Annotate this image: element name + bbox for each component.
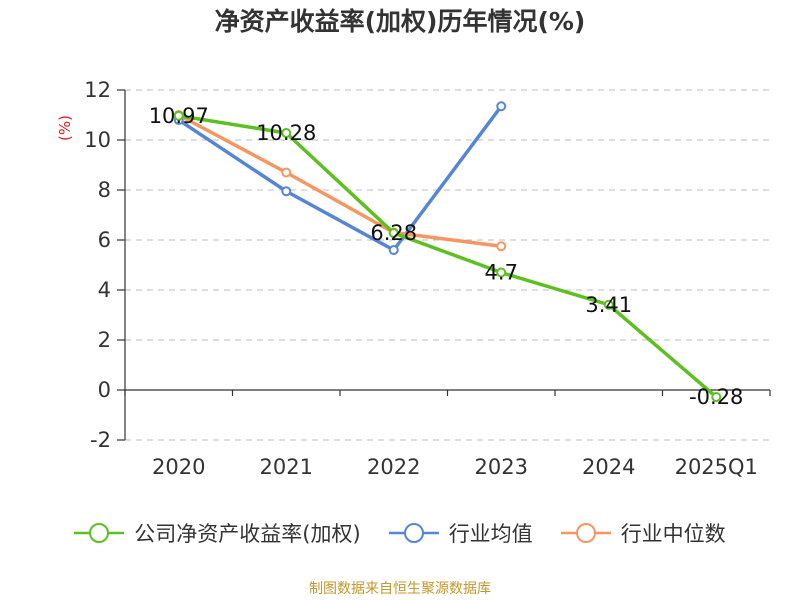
legend-label: 公司净资产收益率(加权) [134,522,361,546]
data-point [281,128,292,138]
y-tick-label: 10 [84,128,111,152]
x-tick-label: 2022 [367,455,420,479]
y-tick-label: 8 [98,178,111,202]
grid-lines [125,89,770,441]
legend-label: 行业中位数 [620,522,726,546]
legend-swatch-marker [575,523,596,543]
x-tick-labels: 2020 2021 2022 2023 2024 2025Q1 [152,455,758,479]
series-line [178,114,718,399]
data-label: -0.28 [689,385,743,409]
series-lines [173,101,722,402]
data-point [388,228,399,238]
data-label: 3.41 [585,293,632,317]
data-point [281,167,292,178]
y-tick-labels: -2 0 2 4 6 8 10 12 [84,78,111,452]
y-tick-label: 4 [98,278,111,302]
legend-item: 行业中位数 [560,518,726,548]
x-tick-label: 2025Q1 [675,455,758,479]
data-label: 4.7 [485,261,518,285]
data-point [281,186,292,197]
data-point [388,245,399,255]
axes [117,89,771,441]
y-tick-label: 6 [98,228,111,252]
x-tick-label: 2020 [152,455,205,479]
legend-item: 行业均值 [388,518,533,548]
series-line [177,113,502,248]
y-tick-label: -2 [90,428,111,452]
data-labels: 10.97 10.28 6.28 4.7 3.41 -0.28 [149,104,744,409]
y-tick-label: 2 [98,328,111,352]
x-tick-label: 2024 [582,455,635,479]
x-tick-label: 2021 [260,455,313,479]
chart-title: 净资产收益率(加权)历年情况(%) [214,7,586,36]
series-line [177,105,503,252]
x-tick-label: 2023 [475,455,528,479]
legend-swatch-marker [403,523,424,543]
legend-swatch-marker [89,523,110,543]
source-note: 制图数据来自恒生聚源数据库 [309,581,491,597]
y-axis-unit: (%) [56,115,74,141]
y-tick-label: 0 [98,378,111,402]
line-chart: -2 0 2 4 6 8 10 12 2020 2021 2022 2023 2024 2025Q1 (… [56,78,771,479]
data-point [173,110,184,121]
data-label: 6.28 [370,221,417,245]
legend-swatch-icon [74,523,125,543]
legend-swatch-icon [388,523,439,543]
data-point [496,267,507,278]
legend-item: 公司净资产收益率(加权) [74,518,361,548]
data-point [496,101,507,112]
legend-label: 行业均值 [448,522,533,546]
data-label: 10.97 [149,104,209,128]
data-point [711,392,722,402]
legend-swatch-icon [560,523,611,543]
data-label: 10.28 [256,121,316,145]
data-point [496,241,507,252]
legend: 公司净资产收益率(加权) 行业均值 行业中位数 [0,518,800,548]
y-tick-label: 12 [84,78,111,102]
data-point [603,299,614,310]
